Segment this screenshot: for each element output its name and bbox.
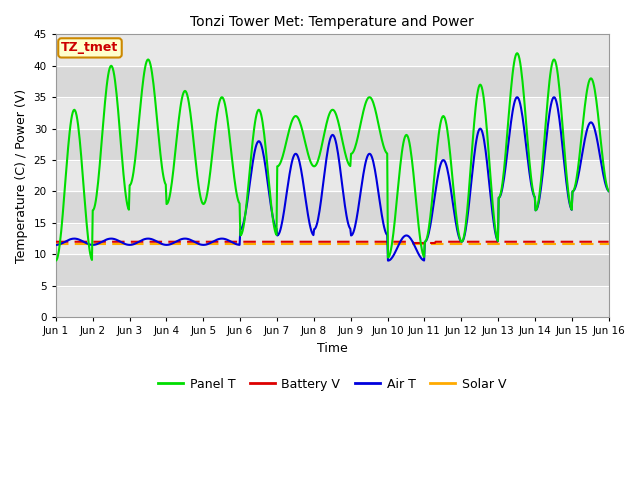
Solar V bbox=[399, 241, 407, 247]
Text: TZ_tmet: TZ_tmet bbox=[61, 41, 118, 54]
Panel T bbox=[415, 230, 423, 236]
Panel T bbox=[62, 172, 70, 178]
Air T bbox=[204, 241, 212, 247]
Air T bbox=[119, 240, 127, 246]
Legend: Panel T, Battery V, Air T, Solar V: Panel T, Battery V, Air T, Solar V bbox=[154, 373, 511, 396]
Panel T bbox=[175, 116, 182, 122]
Panel T bbox=[204, 185, 212, 191]
Solar V bbox=[415, 241, 423, 247]
Solar V bbox=[605, 241, 612, 247]
Battery V bbox=[410, 240, 417, 246]
Battery V bbox=[119, 239, 127, 245]
Panel T bbox=[119, 163, 127, 168]
Battery V bbox=[399, 239, 407, 245]
Line: Battery V: Battery V bbox=[56, 242, 609, 243]
Solar V bbox=[119, 241, 127, 247]
Bar bbox=[56, 35, 609, 66]
Bar bbox=[56, 160, 609, 192]
Bar bbox=[56, 254, 609, 286]
Bar bbox=[56, 286, 609, 317]
Battery V bbox=[62, 239, 70, 245]
Bar bbox=[56, 129, 609, 160]
Line: Panel T: Panel T bbox=[56, 53, 609, 261]
Solar V bbox=[204, 241, 212, 247]
Battery V bbox=[417, 240, 424, 246]
Air T bbox=[605, 188, 612, 194]
Air T bbox=[384, 258, 392, 264]
Line: Air T: Air T bbox=[56, 97, 609, 261]
Y-axis label: Temperature (C) / Power (V): Temperature (C) / Power (V) bbox=[15, 89, 28, 263]
Air T bbox=[52, 242, 60, 248]
Panel T bbox=[513, 50, 521, 56]
Panel T bbox=[399, 140, 407, 146]
Air T bbox=[513, 94, 521, 100]
Bar bbox=[56, 66, 609, 97]
Battery V bbox=[605, 239, 612, 245]
Air T bbox=[62, 239, 70, 244]
Solar V bbox=[52, 241, 60, 247]
Battery V bbox=[175, 239, 182, 245]
Solar V bbox=[62, 241, 70, 247]
Battery V bbox=[204, 239, 212, 245]
Title: Tonzi Tower Met: Temperature and Power: Tonzi Tower Met: Temperature and Power bbox=[190, 15, 474, 29]
Air T bbox=[175, 237, 182, 243]
Bar bbox=[56, 97, 609, 129]
Bar bbox=[56, 192, 609, 223]
Solar V bbox=[175, 241, 182, 247]
Panel T bbox=[52, 258, 60, 264]
Battery V bbox=[52, 239, 60, 245]
Panel T bbox=[605, 188, 612, 194]
Air T bbox=[400, 234, 408, 240]
Bar bbox=[56, 223, 609, 254]
Air T bbox=[417, 254, 424, 260]
X-axis label: Time: Time bbox=[317, 342, 348, 355]
